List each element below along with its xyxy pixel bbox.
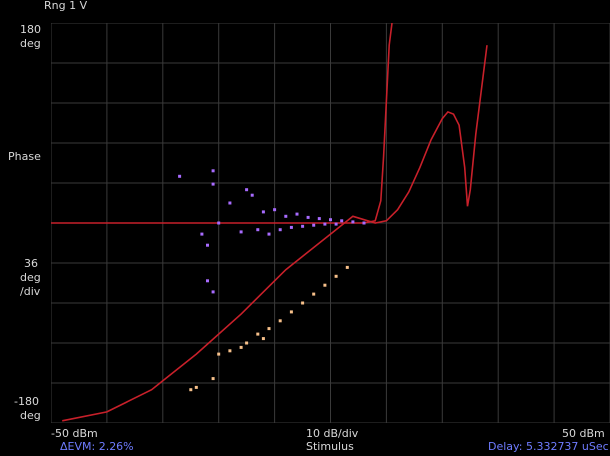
- y-top-unit: deg: [20, 37, 41, 50]
- scatter-point: [312, 223, 316, 227]
- scatter-point: [256, 228, 260, 232]
- scatter-point: [329, 218, 332, 222]
- scatter-point: [189, 388, 193, 392]
- scatter-point: [312, 292, 316, 296]
- scatter-point: [267, 327, 271, 331]
- y-scale-per: /div: [20, 285, 41, 298]
- scatter-point: [301, 224, 305, 228]
- y-scale-unit: deg: [20, 271, 41, 284]
- scatter-point: [261, 210, 265, 214]
- y-scale-value: 36: [24, 257, 38, 270]
- x-end-label: 50 dBm: [562, 427, 605, 440]
- scatter-point: [295, 212, 299, 216]
- scatter-point: [261, 337, 265, 341]
- y-bottom-value: -180: [14, 395, 39, 408]
- scatter-point: [323, 283, 327, 287]
- scatter-point: [178, 174, 182, 178]
- scatter-point: [200, 232, 204, 236]
- scatter-point: [256, 332, 260, 336]
- scatter-point: [289, 310, 293, 314]
- scatter-point: [239, 230, 243, 234]
- scatter-point: [250, 193, 254, 197]
- scatter-point: [289, 225, 293, 229]
- scatter-point: [273, 208, 277, 212]
- scatter-point: [211, 377, 215, 381]
- scatter-point: [217, 352, 221, 356]
- x-axis-name: Stimulus: [306, 440, 354, 453]
- fit-curve-line: [62, 45, 488, 422]
- trace-title: Rng 1 V: [44, 0, 88, 12]
- scatter-point: [211, 182, 215, 186]
- scatter-point: [211, 290, 215, 294]
- x-start-label: -50 dBm: [51, 427, 98, 440]
- delay-readout: Delay: 5.332737 uSec: [488, 440, 609, 453]
- scatter-point: [362, 221, 366, 225]
- scatter-point: [334, 222, 338, 226]
- phase-plot-area: [51, 23, 610, 423]
- scatter-point: [211, 169, 215, 173]
- scatter-point: [206, 243, 209, 247]
- scatter-point: [278, 319, 282, 323]
- scatter-point: [245, 188, 249, 192]
- scatter-point: [206, 279, 209, 283]
- scatter-point: [340, 219, 344, 223]
- scatter-point: [245, 341, 249, 345]
- evm-readout: ΔEVM: 2.26%: [60, 440, 134, 453]
- fit-curve-line: [51, 23, 393, 224]
- scatter-point: [239, 345, 243, 349]
- phase-plot: [51, 23, 610, 423]
- scatter-point: [306, 215, 310, 219]
- y-axis-name: Phase: [8, 150, 41, 163]
- scatter-point: [284, 214, 288, 218]
- scatter-point: [228, 201, 232, 205]
- scatter-point: [194, 385, 198, 389]
- scatter-point: [323, 222, 327, 226]
- scatter-point: [351, 220, 355, 224]
- scatter-point: [267, 232, 271, 236]
- x-scale-label: 10 dB/div: [306, 427, 359, 440]
- scatter-point: [317, 217, 321, 221]
- scatter-point: [278, 228, 282, 232]
- scatter-point: [301, 301, 305, 305]
- y-top-value: 180: [20, 23, 41, 36]
- y-bottom-unit: deg: [20, 409, 41, 422]
- scatter-point: [228, 349, 232, 353]
- scatter-point: [334, 274, 338, 278]
- scatter-point: [217, 221, 221, 225]
- scatter-point: [345, 265, 349, 269]
